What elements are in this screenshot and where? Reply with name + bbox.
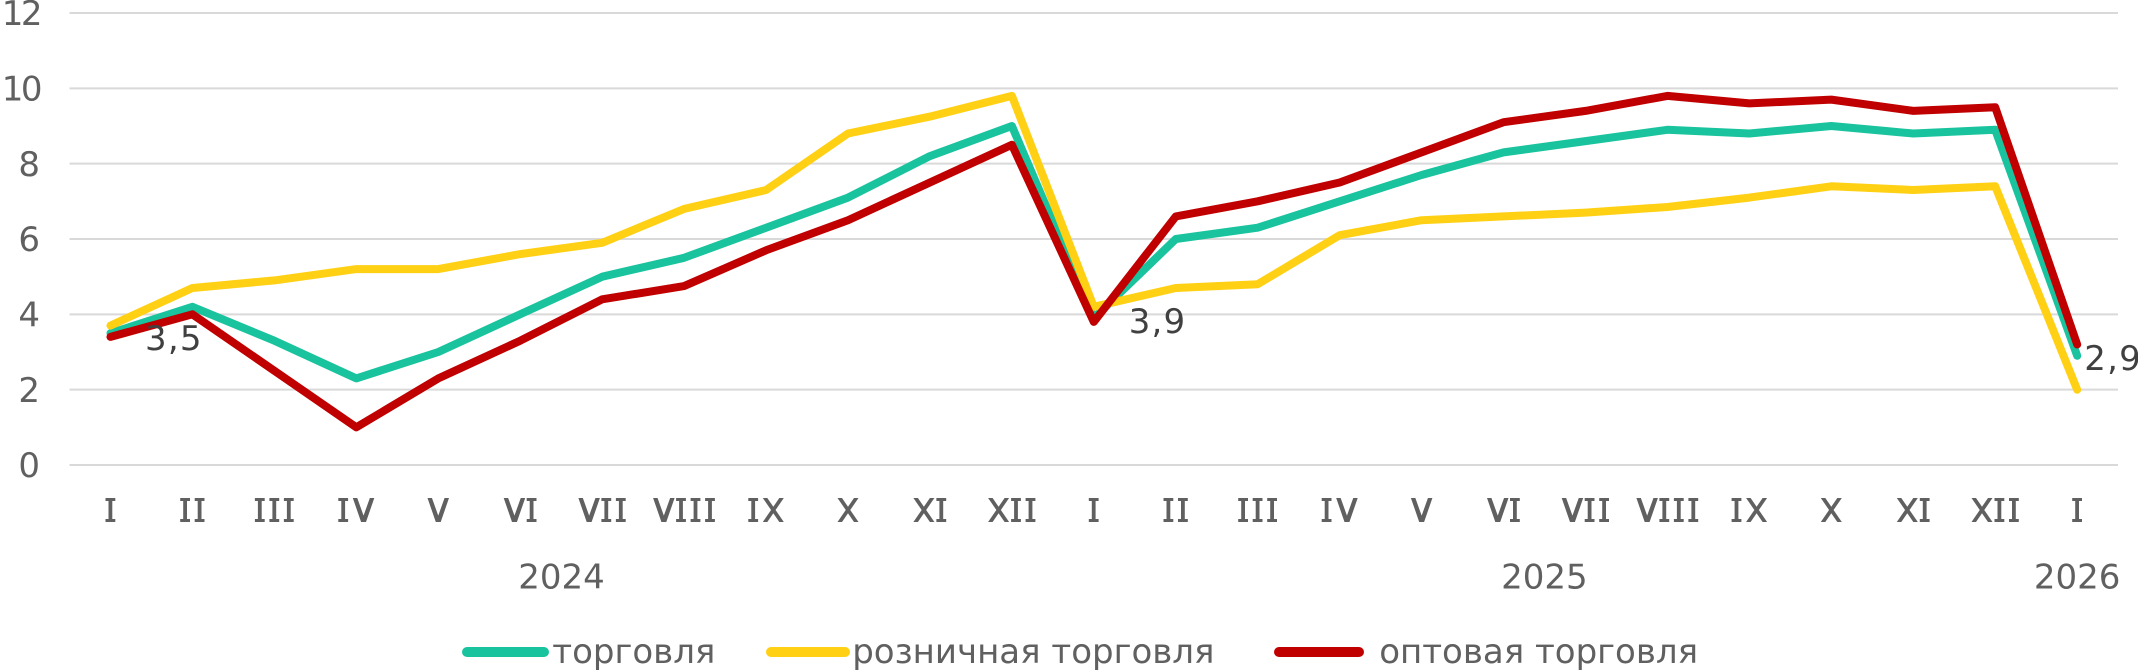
svg-text:6: 6 xyxy=(18,220,40,260)
svg-text:2024: 2024 xyxy=(518,557,605,597)
svg-text:торговля: торговля xyxy=(552,632,715,671)
svg-text:8: 8 xyxy=(18,145,40,185)
svg-text:2: 2 xyxy=(18,371,40,411)
svg-text:оптовая торговля: оптовая торговля xyxy=(1379,632,1698,671)
svg-text:розничная торговля: розничная торговля xyxy=(852,632,1214,671)
svg-text:2,9: 2,9 xyxy=(2084,339,2138,379)
svg-text:2026: 2026 xyxy=(2034,557,2121,597)
svg-text:2025: 2025 xyxy=(1501,557,1588,597)
svg-text:0: 0 xyxy=(18,446,40,486)
svg-text:3,5: 3,5 xyxy=(145,319,203,359)
svg-text:10: 10 xyxy=(2,70,41,110)
svg-text:12: 12 xyxy=(2,0,40,34)
svg-text:4: 4 xyxy=(18,296,40,336)
svg-text:3,9: 3,9 xyxy=(1129,302,1187,342)
